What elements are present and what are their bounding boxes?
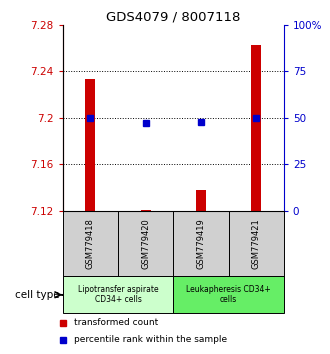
Text: GSM779418: GSM779418 [86,218,95,269]
Bar [85,80,95,211]
Text: transformed count: transformed count [74,318,158,327]
Text: Leukapheresis CD34+
cells: Leukapheresis CD34+ cells [186,285,271,304]
Title: GDS4079 / 8007118: GDS4079 / 8007118 [106,11,241,24]
Text: GSM779421: GSM779421 [252,218,261,269]
Bar [63,276,173,313]
Text: GSM779420: GSM779420 [141,218,150,269]
Text: cell type: cell type [15,290,60,300]
Bar [251,45,261,211]
Bar [196,190,206,211]
Bar [173,211,228,276]
Bar [228,211,284,276]
Text: percentile rank within the sample: percentile rank within the sample [74,335,227,344]
Bar [63,211,118,276]
Bar [173,276,284,313]
Bar [118,211,173,276]
Text: GSM779419: GSM779419 [196,218,205,269]
Text: Lipotransfer aspirate
CD34+ cells: Lipotransfer aspirate CD34+ cells [78,285,158,304]
Bar [141,210,150,211]
